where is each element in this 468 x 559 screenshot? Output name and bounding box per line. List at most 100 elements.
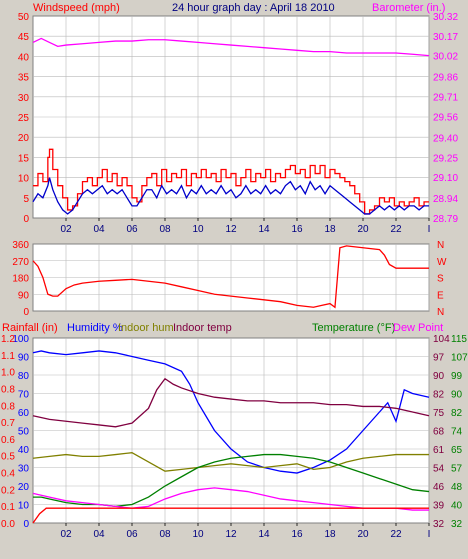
compass-tick-label: W	[437, 257, 447, 268]
x-tick-label: 22	[390, 529, 402, 540]
humidity-y-tick-label: 100	[12, 334, 29, 345]
temp-tick-label: 68	[433, 427, 445, 438]
x-tick-label: 06	[126, 529, 138, 540]
baro-y-tick-label: 29.71	[433, 93, 458, 104]
rain-y-tick-label: 0.0	[1, 519, 15, 530]
wind-y-tick-label: 5	[23, 194, 29, 205]
temp-tick-label: 115	[451, 334, 467, 345]
barometer-line	[32, 37, 430, 57]
humidity-y-tick-label: 90	[18, 353, 30, 364]
x-tick-label: 22	[390, 224, 402, 235]
temp-tick-label: 39	[433, 501, 445, 512]
dir-y-tick-label: 90	[18, 290, 30, 301]
x-tick-label: 06	[126, 224, 138, 235]
rain-y-tick-label: 0.6	[1, 435, 15, 446]
temp-tick-label: 104	[433, 334, 450, 345]
legend-temperature: Temperature (°F)	[312, 322, 395, 334]
compass-tick-label: N	[437, 240, 444, 251]
baro-y-tick-label: 29.40	[433, 133, 458, 144]
temp-tick-label: 32	[451, 519, 463, 530]
baro-y-tick-label: 29.56	[433, 112, 458, 123]
wind-y-tick-label: 10	[18, 174, 30, 185]
baro-y-tick-label: 28.79	[433, 214, 458, 225]
wind-y-tick-label: 20	[18, 133, 30, 144]
x-tick-label: 14	[258, 224, 270, 235]
x-tick-label: 18	[324, 224, 336, 235]
compass-tick-label: E	[437, 290, 444, 301]
temp-tick-label: 65	[451, 445, 463, 456]
x-tick-label: I	[428, 529, 431, 540]
x-tick-label: 16	[291, 529, 303, 540]
baro-y-tick-label: 29.10	[433, 173, 458, 184]
baro-y-tick-label: 30.32	[433, 12, 458, 23]
humidity-y-tick-label: 0	[23, 519, 29, 530]
x-tick-label: 02	[60, 529, 72, 540]
humidity-y-tick-label: 60	[18, 408, 30, 419]
temp-tick-label: 99	[451, 371, 463, 382]
x-tick-label: 08	[159, 529, 171, 540]
indoor-humidity-line	[32, 452, 429, 472]
humidity-y-tick-label: 40	[18, 445, 30, 456]
wind-y-tick-label: 0	[23, 214, 29, 225]
rain-y-tick-label: 1.0	[1, 368, 15, 379]
rain-y-tick-label: 0.2	[1, 485, 15, 496]
rain-y-tick-label: 0.8	[1, 401, 15, 412]
x-tick-label: 08	[159, 224, 171, 235]
temp-tick-label: 57	[451, 464, 463, 475]
x-tick-label: 20	[357, 224, 369, 235]
rain-y-tick-label: 0.5	[1, 452, 15, 463]
temp-tick-label: 82	[451, 408, 463, 419]
x-tick-label: 04	[93, 224, 105, 235]
dir-y-tick-label: 360	[12, 240, 29, 251]
humidity-y-tick-label: 10	[18, 501, 30, 512]
wind-avg-line	[32, 177, 429, 215]
wind-y-tick-label: 40	[18, 52, 30, 63]
x-tick-label: 10	[192, 529, 204, 540]
baro-y-tick-label: 30.02	[433, 52, 458, 63]
baro-y-tick-label: 28.94	[433, 194, 458, 205]
humidity-y-tick-label: 30	[18, 464, 30, 475]
rainfall-line	[32, 507, 429, 524]
temperature-line	[33, 453, 430, 508]
temp-tick-label: 61	[433, 445, 445, 456]
barometer-axis-title: Barometer (in.)	[372, 2, 445, 14]
indoor-temp-line	[32, 377, 430, 428]
x-tick-label: 02	[60, 224, 72, 235]
x-tick-label: 16	[291, 224, 303, 235]
legend-indoor-hum: Indoor hum	[118, 322, 174, 334]
compass-tick-label: S	[437, 274, 444, 285]
temp-tick-label: 107	[451, 353, 468, 364]
temp-tick-label: 90	[433, 371, 445, 382]
rain-y-tick-label: 0.7	[1, 418, 15, 429]
temp-tick-label: 82	[433, 390, 445, 401]
temp-tick-label: 48	[451, 482, 463, 493]
wind-direction-line	[32, 245, 429, 309]
humidity-y-tick-label: 70	[18, 390, 30, 401]
windspeed-axis-title: Windspeed (mph)	[33, 2, 120, 14]
humidity-line	[32, 350, 430, 474]
humidity-y-tick-label: 80	[18, 371, 30, 382]
x-tick-label: I	[428, 224, 431, 235]
x-tick-label: 12	[225, 529, 237, 540]
temp-tick-label: 46	[433, 482, 445, 493]
temp-tick-label: 97	[433, 353, 445, 364]
temp-tick-label: 90	[451, 390, 463, 401]
temp-tick-label: 32	[433, 519, 445, 530]
x-tick-label: 04	[93, 529, 105, 540]
rain-y-tick-label: 1.1	[1, 351, 15, 362]
humidity-y-tick-label: 20	[18, 482, 30, 493]
temp-tick-label: 75	[433, 408, 445, 419]
dir-y-tick-label: 270	[12, 257, 29, 268]
wind-y-tick-label: 25	[18, 113, 30, 124]
temp-tick-label: 54	[433, 464, 445, 475]
legend-dew-point: Dew Point	[393, 322, 443, 334]
dir-y-tick-label: 0	[23, 307, 29, 318]
legend-rainfall: Rainfall (in)	[2, 322, 58, 334]
compass-tick-label: N	[437, 307, 444, 318]
rain-y-tick-label: 0.8	[1, 384, 15, 395]
wind-y-tick-label: 15	[18, 153, 30, 164]
baro-y-tick-label: 30.17	[433, 32, 458, 43]
baro-y-tick-label: 29.86	[433, 73, 458, 84]
legend-indoor-temp: Indoor temp	[173, 322, 232, 334]
